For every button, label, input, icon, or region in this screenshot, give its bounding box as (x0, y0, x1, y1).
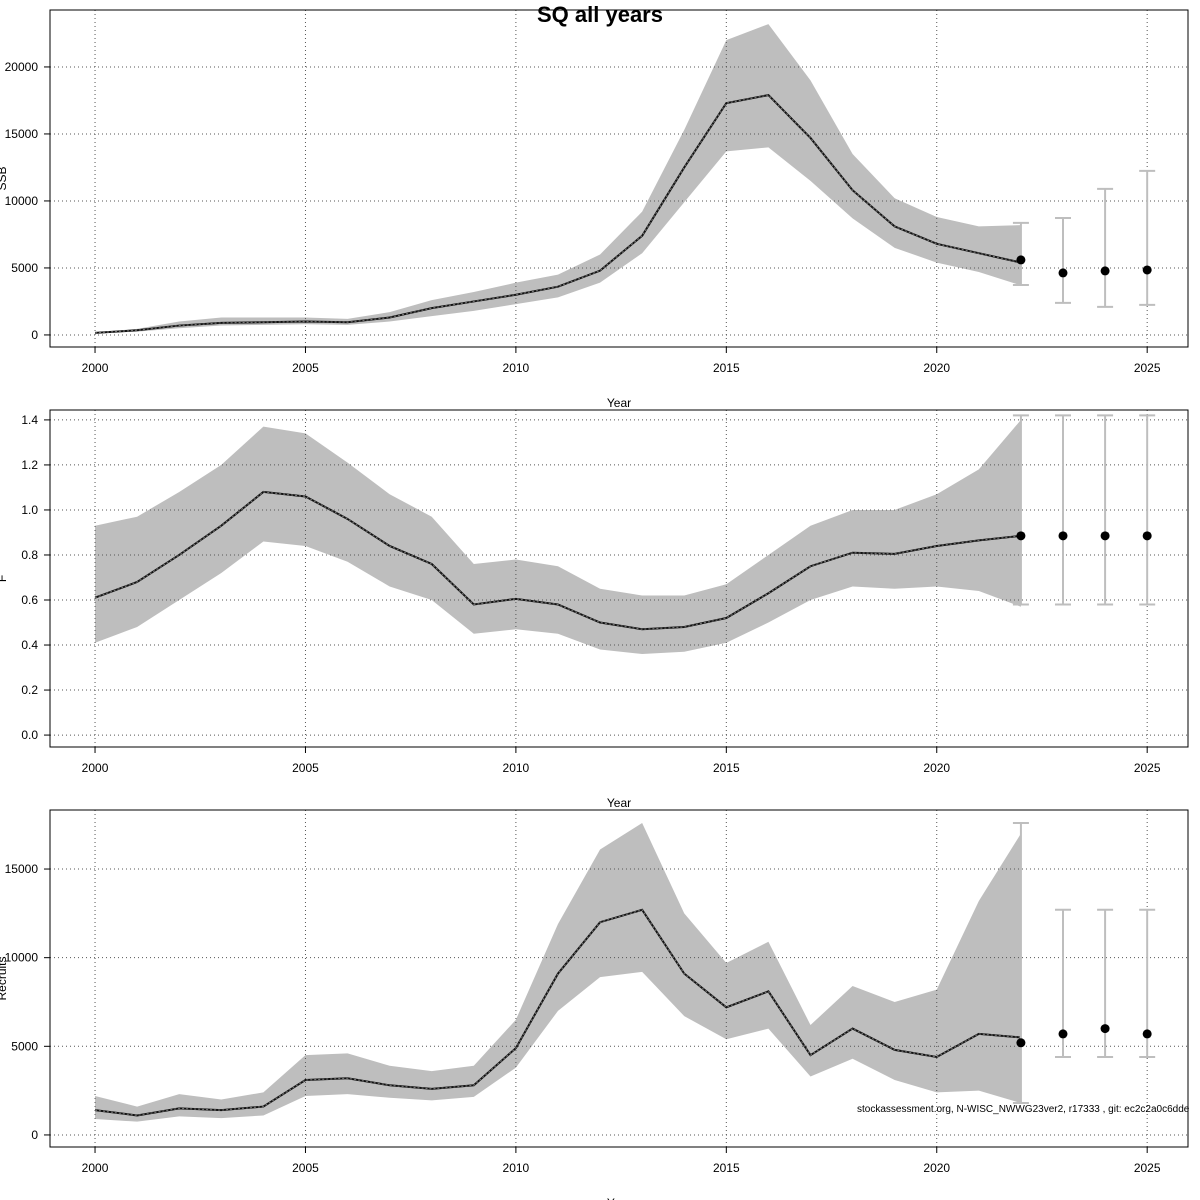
data-point (1016, 531, 1026, 541)
panel-1: SSB Year 2000 2005 2010 2015 2020 2025 0 5000 1000… (0, 9, 1189, 410)
x-tick-label: 2000 (82, 1161, 109, 1175)
x-tick-label: 2015 (713, 761, 740, 775)
x-tick-label: 2025 (1134, 1161, 1161, 1175)
y-axis-label: F (0, 575, 9, 582)
data-point (1058, 531, 1068, 541)
x-tick-label: 2000 (82, 361, 109, 375)
x-tick-label: 2005 (292, 361, 319, 375)
x-axis-label: Year (607, 396, 631, 410)
y-tick-label: 0.2 (21, 683, 38, 697)
footer-credit: stockassessment.org, N-WISC_NWWG23ver2, … (857, 1104, 1190, 1115)
y-tick-label: 20000 (5, 60, 39, 74)
y-tick-label: 5000 (11, 261, 38, 275)
x-tick-label: 2025 (1134, 361, 1161, 375)
x-tick-label: 2010 (503, 761, 530, 775)
x-tick-label: 2005 (292, 1161, 319, 1175)
y-tick-label: 0.6 (21, 593, 38, 607)
data-point (1142, 265, 1152, 275)
x-tick-label: 2020 (923, 1161, 950, 1175)
data-point (1100, 1024, 1110, 1034)
panel-3: Recruits Year 2000 2005 2010 2015 2020 2025 0 500… (0, 809, 1189, 1200)
x-tick-label: 2010 (503, 1161, 530, 1175)
y-tick-label: 0.4 (21, 638, 38, 652)
x-axis-label: Year (607, 796, 631, 810)
median-line (94, 94, 1022, 334)
y-tick-label: 10000 (5, 951, 39, 965)
data-point (1100, 531, 1110, 541)
median-line-dash (94, 491, 1021, 630)
y-tick-label: 0.0 (21, 728, 38, 742)
data-point (1142, 1029, 1152, 1039)
panel-2: F Year 2000 2005 2010 2015 2020 2025 0.0 0.2 0.4 0.… (0, 409, 1189, 810)
data-point (1142, 531, 1152, 541)
x-axis-label: Year (607, 1196, 631, 1200)
data-point (1058, 268, 1068, 278)
x-tick-label: 2000 (82, 761, 109, 775)
x-tick-label: 2015 (713, 1161, 740, 1175)
plot-frame (49, 409, 1189, 748)
confidence-band (95, 419, 1021, 655)
y-tick-label: 0 (31, 328, 38, 342)
chart-title: SQ all years (537, 2, 663, 27)
median-line-dash (94, 909, 1021, 1116)
y-tick-label: 15000 (5, 127, 39, 141)
y-tick-label: 1.0 (21, 503, 38, 517)
y-tick-label: 10000 (5, 194, 39, 208)
data-point (1058, 1029, 1068, 1039)
y-tick-label: 0 (31, 1128, 38, 1142)
y-tick-label: 1.4 (21, 413, 38, 427)
data-point (1100, 266, 1110, 276)
y-axis-label: SSB (0, 166, 9, 190)
plot-frame (49, 809, 1189, 1148)
x-tick-label: 2010 (503, 361, 530, 375)
data-point (1016, 1038, 1026, 1048)
x-tick-label: 2015 (713, 361, 740, 375)
x-tick-label: 2025 (1134, 761, 1161, 775)
y-tick-label: 15000 (5, 862, 39, 876)
x-tick-label: 2020 (923, 361, 950, 375)
y-tick-label: 0.8 (21, 548, 38, 562)
confidence-band (95, 24, 1021, 334)
y-tick-label: 1.2 (21, 458, 38, 472)
plot-frame (49, 9, 1189, 348)
y-axis-label: Recruits (0, 956, 9, 1000)
data-point (1016, 255, 1026, 265)
y-tick-label: 5000 (11, 1039, 38, 1053)
x-tick-label: 2005 (292, 761, 319, 775)
x-tick-label: 2020 (923, 761, 950, 775)
